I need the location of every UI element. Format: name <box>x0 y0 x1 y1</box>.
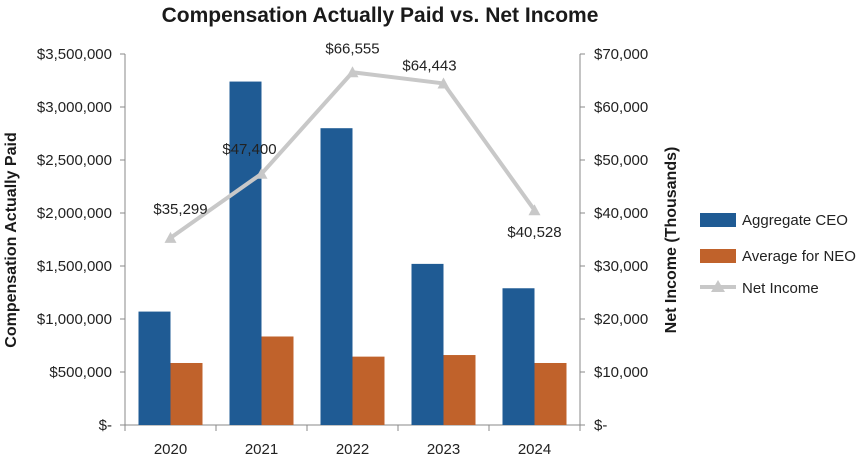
legend-label: Net Income <box>742 280 819 297</box>
chart-title: Compensation Actually Paid vs. Net Incom… <box>162 4 599 27</box>
bar-average-neo <box>534 362 567 425</box>
left-tick-label: $2,000,000 <box>37 205 112 222</box>
bar-aggregate-ceo <box>502 288 535 425</box>
legend: Aggregate CEO Average for NEO Net Income <box>700 212 856 297</box>
x-tick-label: 2021 <box>245 441 278 458</box>
net-income-point <box>164 231 177 243</box>
net-income-data-label: $64,443 <box>402 57 456 74</box>
legend-swatch-aggregate-ceo <box>700 213 736 227</box>
right-tick-label: $70,000 <box>594 46 648 63</box>
net-income-line: $35,299 $47,400 $66,555 $64,443 $40,528 <box>153 40 562 243</box>
bar-aggregate-ceo <box>138 311 171 425</box>
left-tick-label: $1,500,000 <box>37 258 112 275</box>
x-axis-ticks: 2020 2021 2022 2023 2024 <box>124 425 581 458</box>
bar-average-neo <box>443 355 476 425</box>
right-tick-label: $30,000 <box>594 258 648 275</box>
left-axis-label: Compensation Actually Paid <box>3 132 20 347</box>
net-income-point <box>528 204 541 216</box>
net-income-data-label: $40,528 <box>507 224 561 241</box>
bar-aggregate-ceo <box>320 128 353 425</box>
left-tick-label: $3,000,000 <box>37 99 112 116</box>
net-income-point <box>437 77 450 89</box>
bar-average-neo <box>352 356 385 425</box>
legend-swatch-average-neo <box>700 249 736 263</box>
left-tick-label: $- <box>99 417 112 434</box>
x-tick-label: 2022 <box>336 441 369 458</box>
right-axis-label: Net Income (Thousands) <box>663 147 680 334</box>
net-income-data-label: $47,400 <box>222 141 276 158</box>
legend-label: Aggregate CEO <box>742 212 848 229</box>
left-tick-label: $500,000 <box>49 364 112 381</box>
legend-marker-net-income <box>711 280 725 292</box>
right-tick-label: $- <box>594 417 607 434</box>
right-tick-label: $50,000 <box>594 152 648 169</box>
bars <box>138 81 567 425</box>
net-income-point <box>255 167 268 179</box>
right-tick-label: $20,000 <box>594 311 648 328</box>
right-tick-label: $60,000 <box>594 99 648 116</box>
left-tick-label: $3,500,000 <box>37 46 112 63</box>
net-income-data-label: $66,555 <box>325 40 379 57</box>
x-tick-label: 2023 <box>427 441 460 458</box>
net-income-data-label: $35,299 <box>153 201 207 218</box>
left-axis-ticks: $- $500,000 $1,000,000 $1,500,000 $2,000,000… <box>37 46 125 434</box>
right-axis-ticks: $- $10,000 $20,000 $30,000 $40,000 $50,000 $60… <box>580 46 648 434</box>
left-tick-label: $2,500,000 <box>37 152 112 169</box>
right-tick-label: $40,000 <box>594 205 648 222</box>
net-income-point <box>346 66 359 78</box>
bar-aggregate-ceo <box>229 81 262 425</box>
x-tick-label: 2020 <box>154 441 187 458</box>
left-tick-label: $1,000,000 <box>37 311 112 328</box>
legend-label: Average for NEO <box>742 248 856 265</box>
bar-average-neo <box>261 336 294 425</box>
right-tick-label: $10,000 <box>594 364 648 381</box>
bar-average-neo <box>170 362 203 425</box>
plot-area: $35,299 $47,400 $66,555 $64,443 $40,528 2020… <box>124 40 581 458</box>
bar-aggregate-ceo <box>411 263 444 425</box>
x-tick-label: 2024 <box>518 441 551 458</box>
